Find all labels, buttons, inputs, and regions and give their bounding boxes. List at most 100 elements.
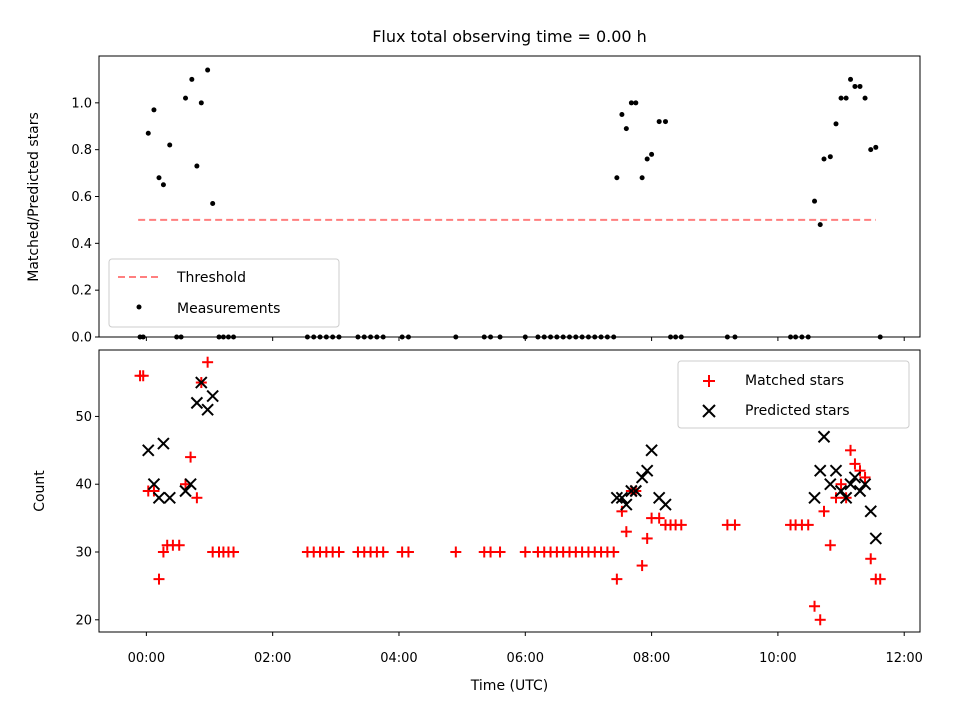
measurement-point [189,76,195,82]
matched-star-point [675,519,687,531]
predicted-star-point [645,444,658,457]
matched-star-point [729,519,741,531]
predicted-star-point [844,478,857,491]
bottom-legend-frame [677,360,910,429]
measurement-point [194,163,200,169]
matched-star-point [845,444,857,456]
predicted-star-point [848,471,862,484]
legend-matched-label: Matched stars [745,373,844,389]
matched-star-point [653,512,665,524]
matched-star-point [333,546,345,558]
predicted-star-point [152,491,166,504]
bottom-x-ticks: 00:00 02:00 04:00 06:00 08:00 10:00 12:00 [128,632,923,666]
bottom-x-tick-label: 04:00 [380,651,417,666]
bottom-y-axis-label: Count [32,470,48,512]
top-y-ticks: 0.0 0.2 0.4 0.6 0.8 1.0 [71,96,99,346]
measurement-point [644,156,650,162]
matched-star-point [402,546,414,558]
bottom-y-tick-label: 20 [75,613,92,628]
measurement-point [827,154,833,160]
measurement-point [649,151,655,157]
predicted-star-point [659,498,672,511]
bottom-y-tick-label: 30 [75,546,92,561]
top-y-tick-label: 1.0 [71,96,92,111]
predicted-star-point [839,491,853,504]
matched-star-point [494,546,506,558]
bottom-x-tick-label: 02:00 [254,651,291,666]
measurement-point [633,100,639,106]
measurement-point [198,100,204,106]
predicted-star-point [179,484,192,498]
measurement-point [656,119,662,125]
measurement-point [619,112,625,118]
measurement-point [145,130,151,136]
matched-star-point [814,614,826,626]
predicted-star-point [147,478,161,491]
predicted-star-point [610,491,624,504]
matched-star-point [859,471,871,483]
measurement-point [821,156,827,162]
predicted-star-point [163,491,176,504]
legend-measurements-label: Measurements [177,301,280,317]
matched-star-point [802,519,814,531]
measurement-point [857,83,863,89]
bottom-axes-frame [98,349,921,633]
predicted-star-point [864,505,877,518]
top-legend: Threshold Measurements [108,258,340,328]
legend-threshold-label: Threshold [176,270,246,286]
matched-star-point [191,492,203,504]
legend-matched-swatch [703,375,715,387]
top-x-ticks [145,337,905,341]
predicted-star-point [640,464,654,477]
predicted-star-point [206,389,219,403]
predicted-star-point [142,444,155,457]
matched-star-point [153,573,165,585]
predicted-star-point [853,484,867,498]
top-y-tick-label: 0.6 [71,190,92,205]
matched-star-point [809,600,821,612]
measurement-point [210,201,216,207]
measurement-point [167,142,173,148]
legend-predicted-label: Predicted stars [745,403,850,419]
matched-star-point [228,546,240,558]
measurement-point [833,121,839,127]
matched-stars-layer [134,356,886,626]
measurement-point [843,95,849,101]
predicted-star-point [201,403,214,416]
matched-star-point [608,546,620,558]
top-y-axis-label: Matched/Predicted stars [26,112,42,282]
matched-star-point [450,546,462,558]
matched-star-point [641,532,653,544]
x-axis-label: Time (UTC) [470,678,548,694]
matched-star-point [849,458,861,470]
predicted-star-point [615,491,629,504]
legend-predicted-swatch [702,404,716,418]
predicted-star-point [814,464,827,477]
matched-star-point [202,356,214,368]
measurement-point [862,95,868,101]
matched-star-point [865,553,877,565]
measurement-point [183,95,189,101]
predicted-star-point [190,396,204,410]
measurement-point [812,198,818,204]
matched-star-point [854,465,866,477]
matched-star-point [157,546,169,558]
predicted-star-point [635,471,649,484]
measurement-point [628,100,634,106]
predicted-star-point [195,376,208,389]
measurement-point [817,222,823,228]
top-y-tick-label: 0.8 [71,143,92,158]
matched-star-point [377,546,389,558]
predicted-star-point [157,437,170,450]
matched-star-point [519,546,531,558]
measurement-point [868,147,874,153]
legend-measurements-swatch [136,304,142,310]
predicted-star-point [625,484,638,498]
measurement-point [662,119,668,125]
measurement-point [838,95,844,101]
bottom-x-tick-label: 06:00 [507,651,544,666]
matched-star-point [824,539,836,551]
matched-star-point [830,492,842,504]
